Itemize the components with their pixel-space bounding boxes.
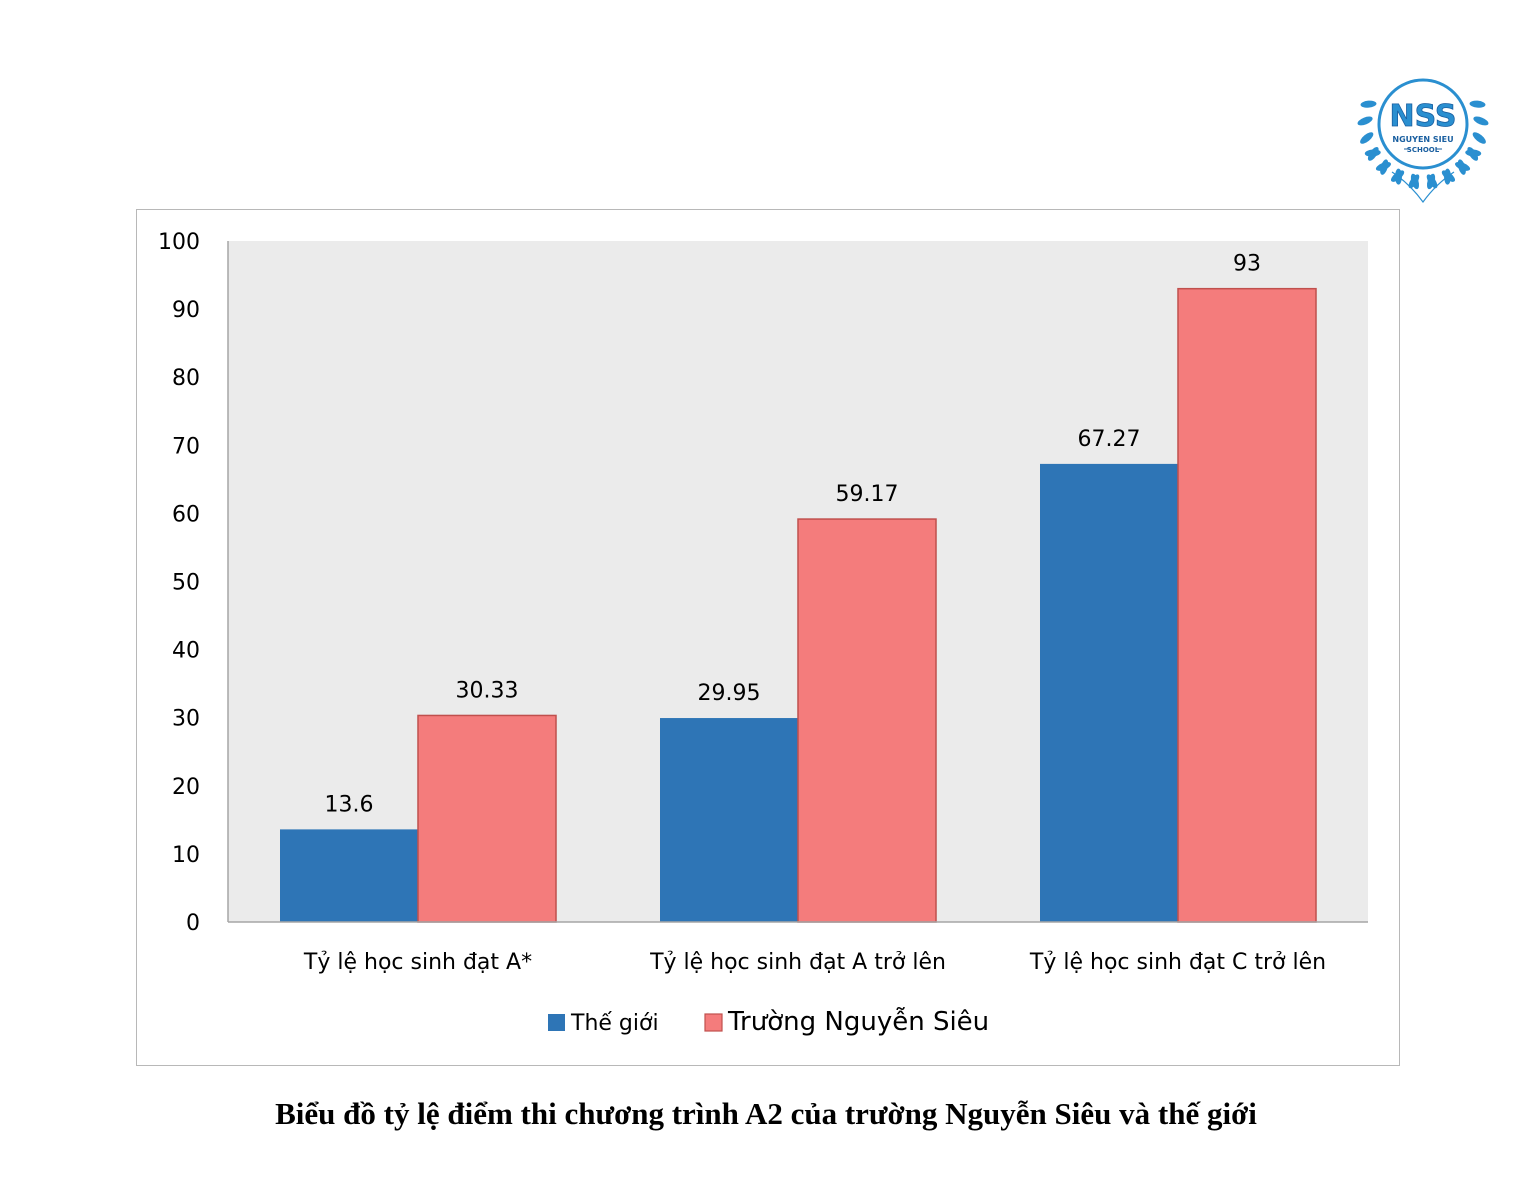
y-tick-label: 0: [186, 911, 200, 936]
chart-caption: Biểu đồ tỷ lệ điểm thi chương trình A2 c…: [275, 1096, 1257, 1131]
y-tick-label: 100: [158, 230, 200, 255]
bar-series-0-cat-2: [1040, 463, 1178, 922]
logo-sub: SCHOOL: [1407, 146, 1440, 154]
bars: [280, 287, 1317, 923]
y-tick-label: 60: [172, 502, 200, 527]
bar-chart: 0 10 20 30 40 50 60 70 80 90 100 13.6 30.33 29.95 59.…: [158, 230, 1368, 1037]
legend: Thế giới Trường Nguyễn Siêu: [548, 1006, 989, 1037]
category-labels: Tỷ lệ học sinh đạt A* Tỷ lệ học sinh đạt …: [303, 950, 1326, 975]
logo-name: NGUYEN SIEU: [1392, 135, 1453, 144]
nguyen-sieu-school-logo: NSS NGUYEN SIEU SCHOOL: [1357, 78, 1489, 204]
data-label: 93: [1233, 252, 1261, 277]
logo-mark: NSS: [1390, 99, 1457, 134]
y-tick-label: 20: [172, 775, 200, 800]
y-tick-label: 70: [172, 434, 200, 459]
data-label: 30.33: [456, 678, 519, 703]
chart-frame: 0 10 20 30 40 50 60 70 80 90 100 13.6 30.33 29.95 59.…: [136, 209, 1400, 1066]
logo-ring: [1377, 78, 1469, 170]
legend-swatch-0: [548, 1014, 565, 1031]
data-label: 67.27: [1078, 427, 1141, 452]
data-label: 29.95: [698, 681, 761, 706]
bar-series-1-cat-2: [1177, 287, 1317, 923]
bar-series-0-cat-1: [660, 718, 798, 922]
data-label: 13.6: [325, 792, 374, 817]
legend-label-0: Thế giới: [570, 1011, 659, 1036]
data-label: 59.17: [836, 482, 899, 507]
legend-swatch-1: [704, 1013, 723, 1032]
category-label: Tỷ lệ học sinh đạt A trở lên: [649, 950, 946, 975]
y-tick-label: 30: [172, 707, 200, 732]
bar-series-1-cat-1: [797, 518, 937, 923]
y-axis-ticks: 0 10 20 30 40 50 60 70 80 90 100: [158, 230, 200, 936]
y-tick-label: 80: [172, 366, 200, 391]
y-tick-label: 90: [172, 298, 200, 323]
laurel-right-icon: [1364, 100, 1489, 190]
category-label: Tỷ lệ học sinh đạt C trở lên: [1029, 950, 1326, 975]
legend-label-1: Trường Nguyễn Siêu: [727, 1006, 989, 1037]
data-labels: 13.6 30.33 29.95 59.17 67.27 93: [325, 252, 1261, 818]
y-tick-label: 40: [172, 639, 200, 664]
bar-series-0-cat-0: [280, 829, 418, 922]
y-tick-label: 50: [172, 571, 200, 596]
y-tick-label: 10: [172, 843, 200, 868]
bar-series-1-cat-0: [417, 714, 557, 923]
category-label: Tỷ lệ học sinh đạt A*: [303, 950, 532, 975]
